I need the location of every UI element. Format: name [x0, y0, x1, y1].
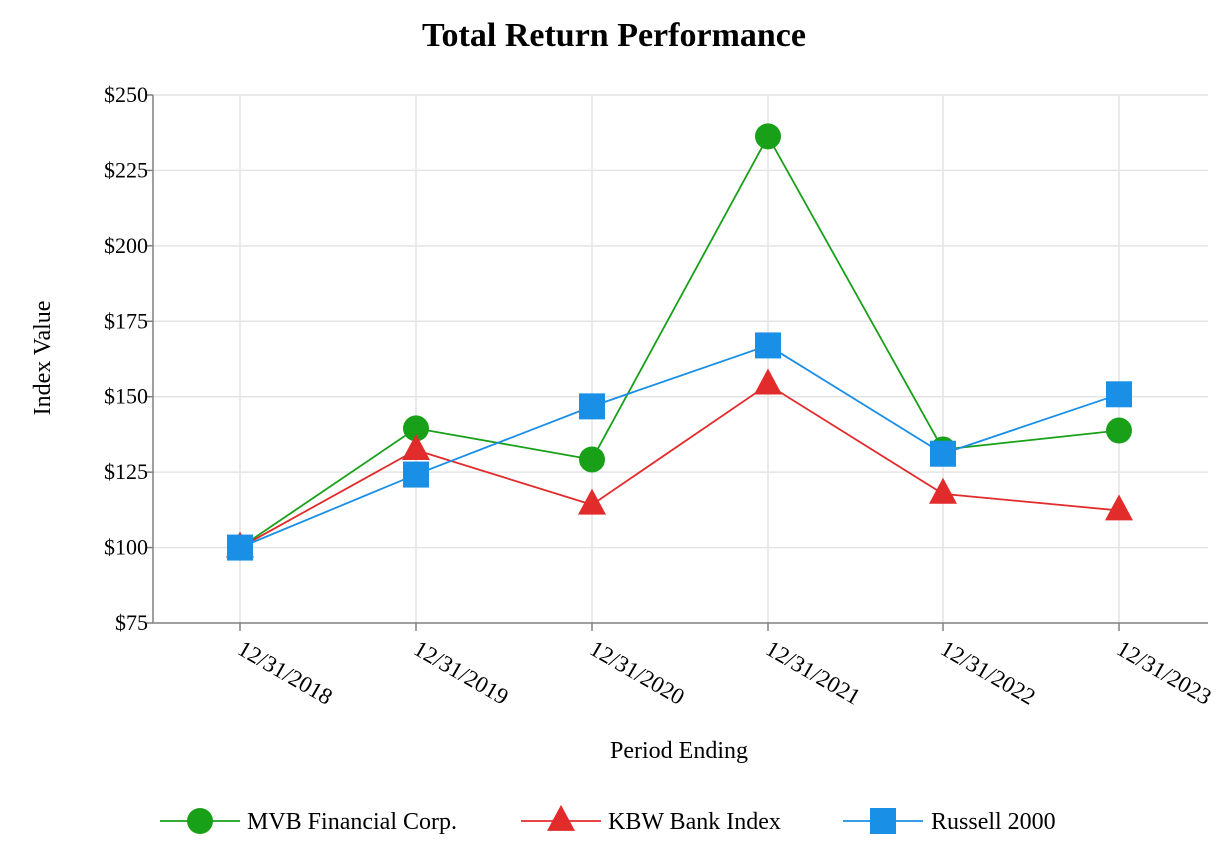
x-tick-label: 12/31/2022: [937, 636, 1040, 710]
legend-marker: [547, 804, 575, 831]
legend: MVB Financial Corp. KBW Bank Index Russell…: [160, 804, 1056, 835]
y-tick-label: $100: [104, 535, 148, 560]
data-point-kbw-bank-index: [402, 433, 430, 460]
y-tick-label: $150: [104, 384, 148, 409]
series-mvb-financial-corp: [227, 123, 1132, 561]
legend-label: KBW Bank Index: [608, 809, 781, 835]
y-axis-label: Index Value: [30, 301, 56, 416]
data-point-mvb-financial-corp: [1106, 417, 1132, 444]
data-point-russell-2000: [755, 332, 781, 359]
grid-layer: [153, 94, 1208, 623]
x-tick-label: 12/31/2020: [586, 636, 689, 710]
series-kbw-bank-index: [226, 368, 1133, 558]
data-point-kbw-bank-index: [1105, 494, 1133, 521]
y-tick-label: $125: [104, 459, 148, 484]
series-line-kbw-bank-index: [239, 383, 1120, 549]
data-point-mvb-financial-corp: [579, 446, 605, 473]
x-tick-label: 12/31/2023: [1113, 636, 1216, 710]
x-tick-label: 12/31/2019: [410, 636, 513, 710]
axis-layer: $75 $100 $125 $150 $175 $200 $225 $250 12/31/201…: [104, 82, 1216, 710]
legend-marker: [187, 808, 213, 834]
legend-label: Russell 2000: [931, 809, 1056, 835]
x-tick-label: 12/31/2021: [762, 636, 865, 710]
data-point-russell-2000: [403, 461, 429, 488]
legend-label: MVB Financial Corp.: [247, 809, 457, 835]
y-tick-label: $225: [104, 157, 148, 182]
data-point-kbw-bank-index: [578, 488, 606, 515]
series-layer: [226, 123, 1133, 561]
series-russell-2000: [227, 332, 1132, 561]
data-point-russell-2000: [227, 534, 253, 561]
data-point-mvb-financial-corp: [403, 415, 429, 442]
chart-title: Total Return Performance: [422, 17, 806, 54]
y-tick-label: $200: [104, 233, 148, 258]
data-point-russell-2000: [1106, 381, 1132, 408]
data-point-mvb-financial-corp: [755, 123, 781, 150]
legend-marker: [870, 808, 896, 834]
x-tick-label: 12/31/2018: [234, 636, 337, 710]
legend-item-russell-2000: Russell 2000: [843, 808, 1056, 835]
series-line-mvb-financial-corp: [239, 134, 1120, 549]
x-axis-label: Period Ending: [610, 738, 748, 764]
legend-item-mvb-financial-corp: MVB Financial Corp.: [160, 808, 457, 835]
y-tick-label: $250: [104, 82, 148, 107]
y-tick-label: $75: [115, 610, 148, 635]
data-point-kbw-bank-index: [754, 368, 782, 395]
data-point-kbw-bank-index: [929, 477, 957, 504]
data-point-russell-2000: [579, 393, 605, 420]
series-line-russell-2000: [239, 344, 1120, 549]
data-point-russell-2000: [930, 440, 956, 467]
legend-item-kbw-bank-index: KBW Bank Index: [521, 804, 781, 835]
y-tick-label: $175: [104, 308, 148, 333]
